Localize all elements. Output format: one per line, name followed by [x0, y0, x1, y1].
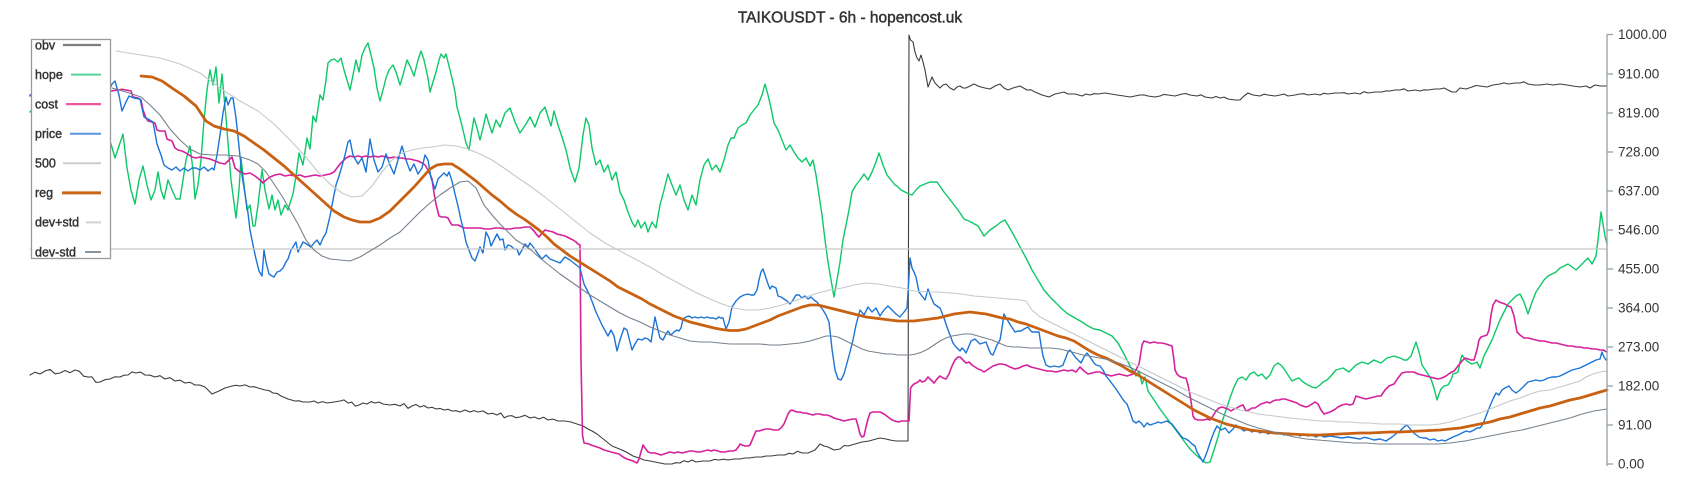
svg-text:price: price — [35, 127, 62, 141]
svg-text:dev-std: dev-std — [35, 245, 76, 259]
svg-text:455.00: 455.00 — [1618, 262, 1659, 277]
svg-text:910.00: 910.00 — [1618, 67, 1659, 82]
svg-text:0.00: 0.00 — [1618, 457, 1644, 472]
svg-text:hope: hope — [35, 68, 63, 82]
svg-text:1000.00: 1000.00 — [1618, 27, 1667, 42]
svg-text:819.00: 819.00 — [1618, 106, 1659, 121]
svg-text:364.00: 364.00 — [1618, 301, 1659, 316]
svg-text:273.00: 273.00 — [1618, 340, 1659, 355]
svg-text:546.00: 546.00 — [1618, 223, 1659, 238]
svg-text:182.00: 182.00 — [1618, 379, 1659, 394]
svg-text:500: 500 — [35, 157, 56, 171]
svg-text:cost: cost — [35, 97, 58, 111]
svg-text:TAIKOUSDT - 6h - hopencost.uk: TAIKOUSDT - 6h - hopencost.uk — [738, 10, 963, 27]
svg-text:obv: obv — [35, 38, 56, 52]
svg-text:reg: reg — [35, 186, 53, 200]
svg-text:dev+std: dev+std — [35, 216, 79, 230]
svg-text:728.00: 728.00 — [1618, 145, 1659, 160]
svg-text:91.00: 91.00 — [1618, 418, 1652, 433]
svg-text:637.00: 637.00 — [1618, 184, 1659, 199]
